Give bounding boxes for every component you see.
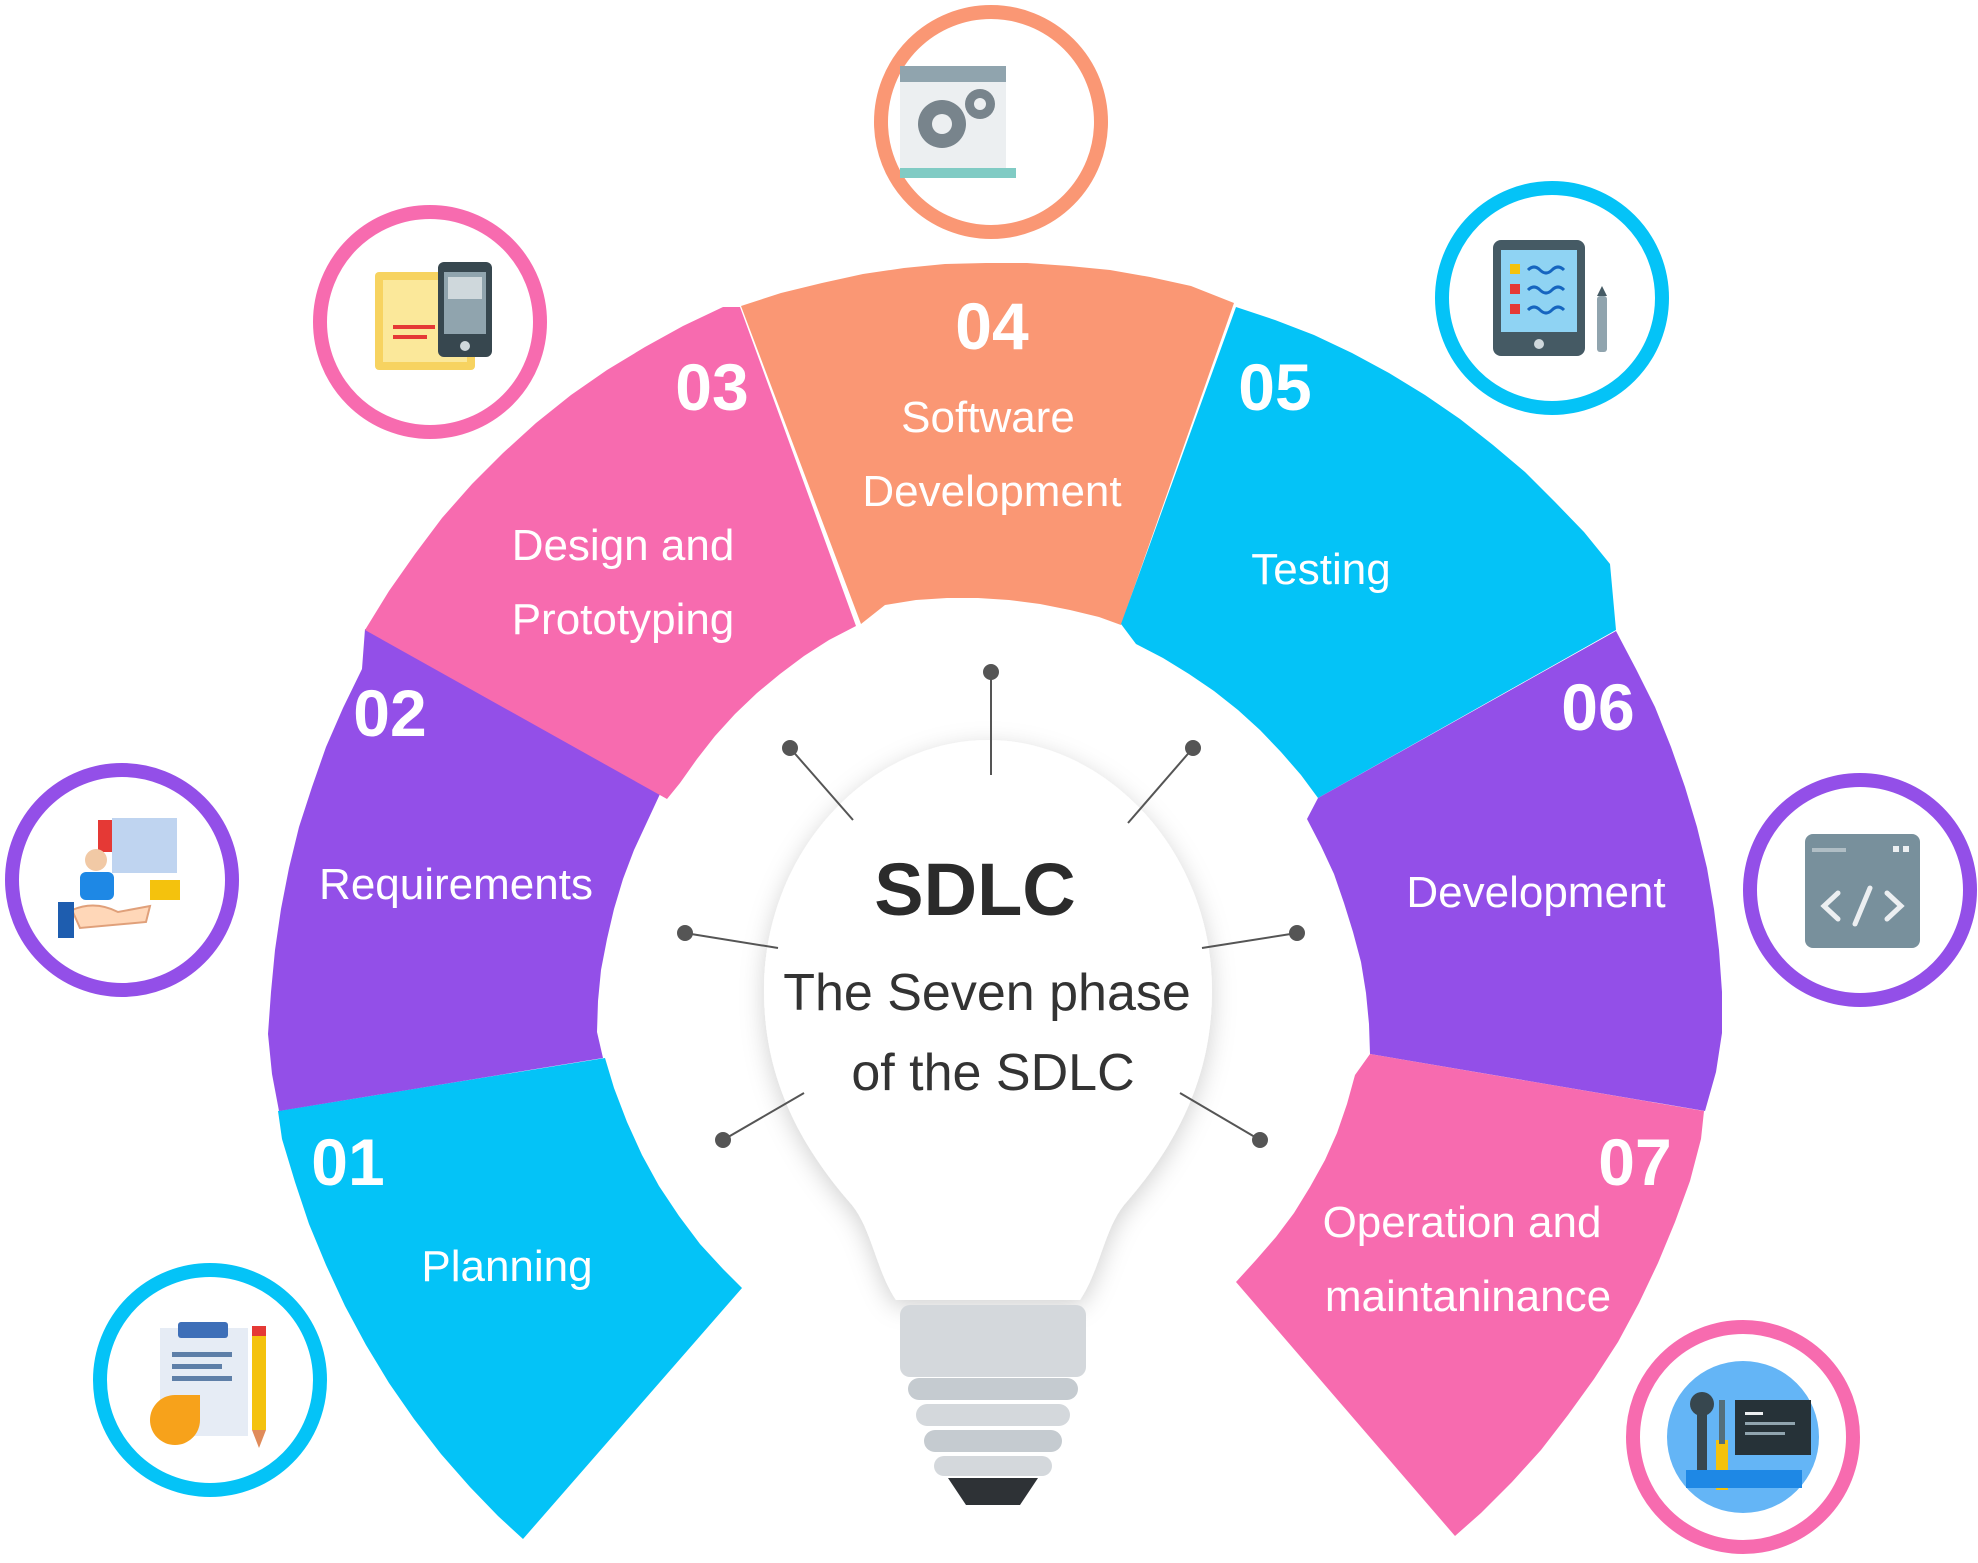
bulb-screw-1 <box>908 1378 1078 1400</box>
phase-segment-07 <box>1236 1054 1704 1536</box>
testing-icon <box>1435 181 1669 415</box>
design-prototyping-icon <box>313 205 547 439</box>
phase-segment-05 <box>1121 307 1616 798</box>
phase-segment-06 <box>1307 631 1722 1111</box>
phase-segment-02 <box>268 629 660 1111</box>
maintenance-tools-icon <box>1626 1320 1860 1554</box>
bulb-screw-2 <box>916 1404 1070 1426</box>
phase-number-03: 03 <box>675 350 748 424</box>
phase-label-02: Requirements <box>319 860 593 909</box>
phase-number-06: 06 <box>1561 670 1634 744</box>
phase-label-04-line2: Development <box>862 467 1121 516</box>
phase-segment-04 <box>741 263 1234 625</box>
center-subtitle-line1: The Seven phase <box>783 964 1191 1022</box>
bulb-glass <box>764 740 1212 1300</box>
phase-number-07: 07 <box>1598 1125 1671 1199</box>
requirements-icon <box>5 763 239 997</box>
software-development-icon <box>874 5 1108 239</box>
phase-label-03-line2: Prototyping <box>512 595 735 644</box>
center-title: SDLC <box>874 848 1075 931</box>
center-subtitle-line2: of the SDLC <box>851 1044 1134 1102</box>
phase-segment-03 <box>365 307 856 799</box>
bulb-rays <box>677 664 1305 1148</box>
bulb-screw-3 <box>924 1430 1062 1452</box>
phase-label-04-line1: Software <box>901 393 1075 442</box>
phase-label-07-line1: Operation and <box>1323 1198 1602 1247</box>
phase-number-02: 02 <box>353 676 426 750</box>
bulb-tip <box>948 1478 1038 1505</box>
phase-number-01: 01 <box>311 1125 384 1199</box>
code-icon <box>1743 773 1977 1007</box>
bulb-screw-4 <box>934 1456 1052 1476</box>
phase-number-04: 04 <box>955 289 1029 363</box>
phase-label-07-line2: maintaninance <box>1325 1272 1611 1321</box>
phase-label-03-line1: Design and <box>512 521 735 570</box>
phase-number-05: 05 <box>1238 350 1311 424</box>
phase-label-05: Testing <box>1251 545 1390 594</box>
phase-label-01: Planning <box>421 1242 592 1291</box>
planning-icon <box>93 1263 327 1497</box>
phase-label-06: Development <box>1406 868 1665 917</box>
phase-segment-01 <box>278 1058 742 1539</box>
lightbulb <box>764 740 1212 1505</box>
bulb-base <box>900 1305 1086 1377</box>
phase-ring <box>268 263 1722 1539</box>
